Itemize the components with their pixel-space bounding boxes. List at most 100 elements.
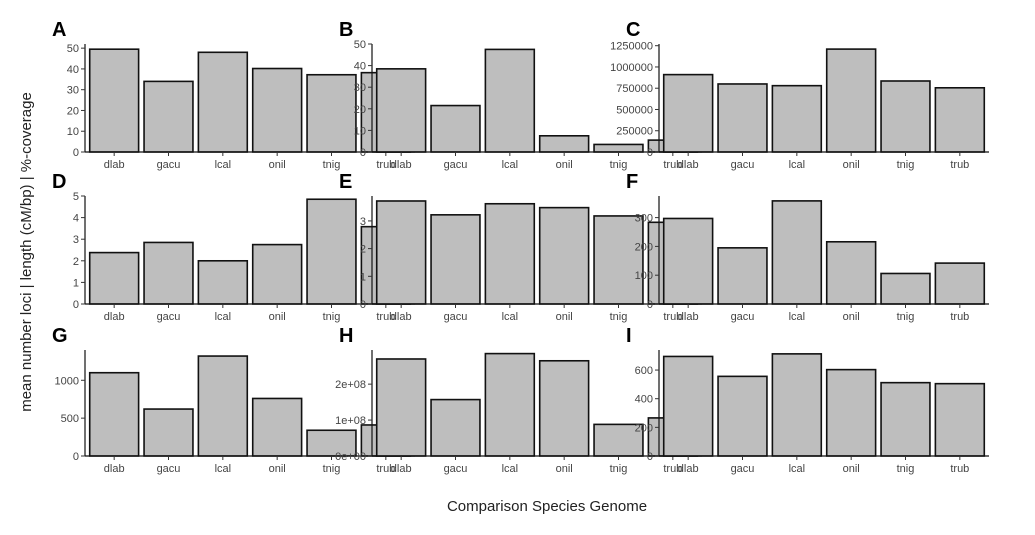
panel-letter: F [626,171,638,193]
y-tick-label: 200 [635,422,653,434]
bar-onil [825,368,877,457]
x-tick-label: gacu [444,463,468,475]
x-tick-label: dlab [678,463,699,475]
panel-g: G 0 500 1000 dlab gacu lcal onil tnig trub [52,325,415,475]
bar-tnig [880,381,931,457]
y-tick-label: 500000 [616,104,653,116]
y-tick-label: 1000 [55,375,79,387]
x-tick-label: dlab [391,159,412,171]
bar-tnig [593,143,644,153]
bar-lcal [484,48,536,153]
x-tick-label: tnig [610,463,628,475]
panel-letter: D [52,171,66,193]
bar-tnig [306,429,357,457]
x-tick-label: gacu [731,159,755,171]
bar-gacu [717,375,768,457]
bar-lcal [484,202,536,305]
x-tick-label: gacu [731,311,755,323]
y-tick-label: 0 [647,147,653,159]
y-tick-label: 50 [67,43,79,55]
y-tick-label: 1250000 [610,41,653,53]
x-tick-label: trub [950,311,969,323]
x-tick-label: dlab [678,159,699,171]
bar-tnig [593,423,644,457]
y-tick-label: 10 [354,125,366,137]
bar-gacu [143,241,194,305]
x-tick-label: tnig [610,311,628,323]
panel-letter: I [626,325,632,347]
bar-onil [825,48,877,153]
x-tick-label: trub [663,159,682,171]
panel-i: I 0 200 400 600 dlab gacu lcal onil tnig trub [626,325,989,475]
bar-tnig [593,215,644,305]
x-tick-label: tnig [897,159,915,171]
x-tick-label: tnig [323,463,341,475]
bar-onil [251,397,303,457]
x-tick-label: trub [376,463,395,475]
x-tick-label: lcal [789,311,806,323]
bar-gacu [143,408,194,457]
bar-trub [934,86,986,153]
y-tick-label: 0 [73,147,79,159]
y-tick-label: 3 [360,216,366,228]
bar-dlab [375,68,427,153]
x-axis-title: Comparison Species Genome [447,498,647,515]
panel-letter: H [339,325,353,347]
y-tick-label: 50 [354,39,366,51]
bar-onil [825,240,877,305]
y-tick-label: 250000 [616,126,653,138]
x-tick-label: dlab [678,311,699,323]
bar-dlab [375,200,427,305]
bar-lcal [197,51,249,153]
panel-d: D 0 1 2 3 4 5 dlab gacu lcal onil tnig trub [52,171,415,323]
x-tick-label: trub [663,311,682,323]
bar-lcal [197,355,249,457]
x-tick-label: trub [376,159,395,171]
bar-tnig [306,73,357,153]
y-tick-label: 0 [647,451,653,463]
panel-b: B 0 10 20 30 40 50 dlab gacu lcal onil tnig trub [339,19,702,171]
bar-gacu [143,80,194,153]
panel-letter: E [339,171,352,193]
bar-onil [538,206,590,305]
y-tick-label: 40 [354,61,366,73]
bar-lcal [771,200,823,305]
bar-gacu [430,104,481,153]
panel-letter: A [52,19,66,41]
x-tick-label: gacu [444,159,468,171]
y-tick-label: 1000000 [610,62,653,74]
y-tick-label: 2 [73,256,79,268]
y-tick-label: 100 [635,270,653,282]
x-tick-label: lcal [502,311,519,323]
x-tick-label: onil [556,463,573,475]
x-tick-label: lcal [215,311,232,323]
x-tick-label: trub [950,463,969,475]
bar-dlab [88,48,140,153]
y-tick-label: 30 [67,85,79,97]
y-tick-label: 5 [73,191,79,203]
x-tick-label: trub [376,311,395,323]
x-tick-label: onil [269,159,286,171]
y-tick-label: 20 [354,104,366,116]
x-tick-label: dlab [104,311,125,323]
y-tick-label: 1e+08 [335,415,366,427]
x-tick-label: trub [950,159,969,171]
bar-gacu [717,247,768,305]
y-tick-label: 750000 [616,83,653,95]
x-tick-label: gacu [444,311,468,323]
y-tick-label: 0 [73,451,79,463]
bar-tnig [306,198,357,305]
x-tick-label: onil [843,311,860,323]
panel-e: E 0 1 2 3 dlab gacu lcal onil tnig trub [339,171,702,323]
x-tick-label: onil [269,463,286,475]
x-tick-label: tnig [897,463,915,475]
bar-lcal [484,352,536,457]
y-tick-label: 40 [67,64,79,76]
y-tick-label: 10 [67,126,79,138]
x-tick-label: lcal [789,159,806,171]
y-tick-label: 2 [360,244,366,256]
y-tick-label: 1 [73,277,79,289]
y-tick-label: 500 [61,413,79,425]
